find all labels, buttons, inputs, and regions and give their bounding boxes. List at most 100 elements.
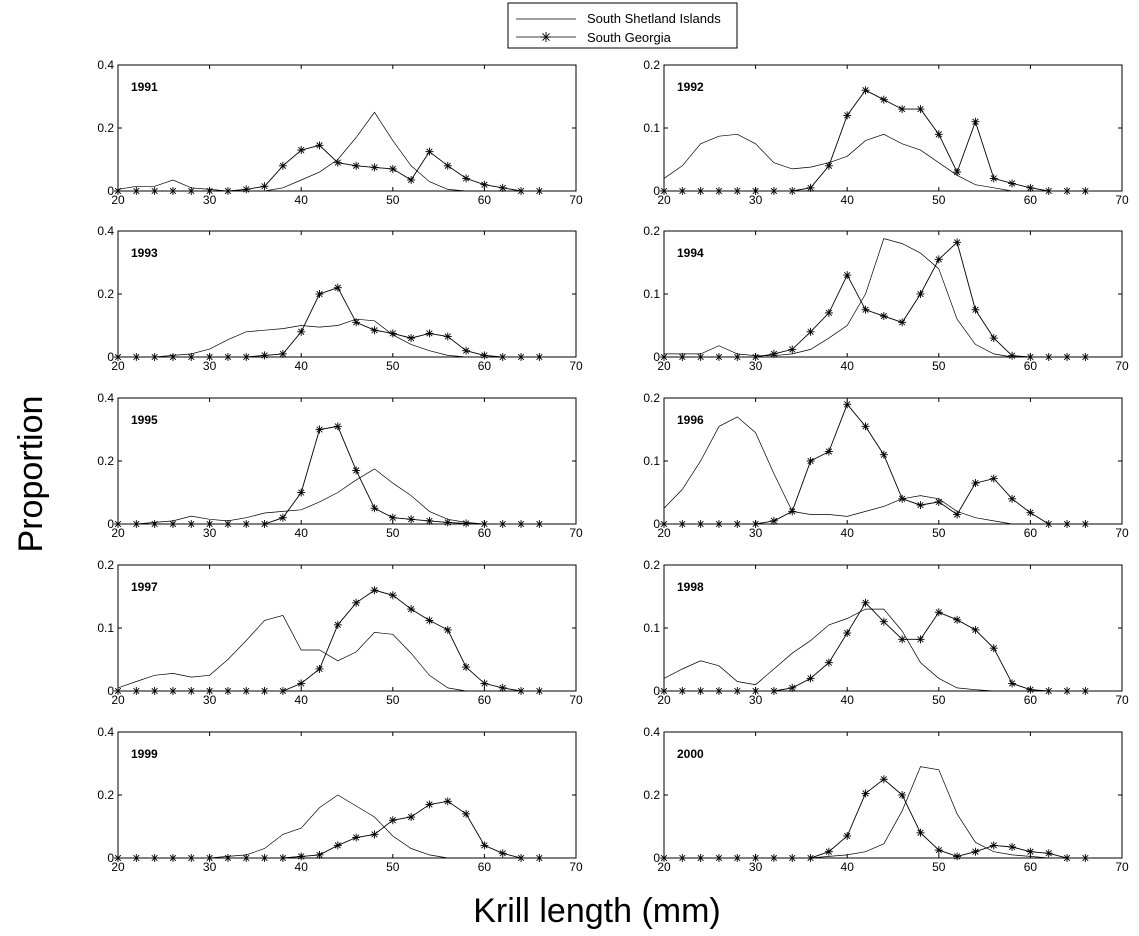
x-tick-label: 70 [569,359,583,373]
data-point [1026,508,1035,517]
panel-year-label: 1995 [131,413,158,427]
y-tick-label: 0.2 [97,454,114,468]
data-point [1008,179,1017,188]
data-point [333,422,342,431]
x-tick-label: 70 [1115,526,1129,540]
data-point [660,353,668,361]
data-point [480,520,489,528]
data-point [934,255,943,264]
series-south-shetland [118,794,448,859]
x-tick-label: 30 [749,359,763,373]
axes-frame [663,731,1123,859]
data-point [788,187,797,195]
data-point [480,679,489,688]
x-tick-label: 60 [478,193,492,207]
data-point [660,187,668,195]
data-point [1008,494,1017,503]
data-point [953,238,962,247]
data-point [407,334,416,343]
data-point [696,187,705,195]
x-tick-label: 20 [111,359,125,373]
series-line [664,778,1086,859]
data-point [168,187,177,195]
data-point [733,187,742,195]
data-point [260,854,269,862]
data-point [242,854,251,862]
data-point [443,625,452,634]
panel-1999: 20 30 40 50 60 70 0 0.2 0.4 1999 [97,725,583,874]
data-point [297,852,306,861]
data-point [480,351,489,360]
y-tick-label: 0.4 [97,224,114,238]
data-point [989,334,998,343]
data-point [1026,183,1035,192]
x-tick-label: 60 [478,860,492,874]
data-point [824,447,833,456]
y-tick-label: 0 [653,184,660,198]
data-point [535,520,544,528]
data-point [1081,520,1090,528]
y-tick-label: 0.1 [643,621,660,635]
x-tick-label: 20 [657,693,671,707]
y-tick-label: 0 [107,684,114,698]
data-point [751,520,760,528]
data-point [132,187,141,195]
data-point [498,520,507,528]
data-point [352,466,361,475]
axes-frame [117,230,577,358]
data-point [733,353,742,361]
x-tick-label: 30 [749,693,763,707]
series-south-shetland [117,111,467,192]
x-tick-label: 60 [1024,526,1038,540]
data-point [1081,187,1090,195]
x-tick-label: 40 [295,526,309,540]
x-tick-label: 20 [657,526,671,540]
data-point [1044,187,1053,195]
panel-2000: 20 30 40 50 60 70 0 0.2 0.4 2000 [643,725,1129,874]
data-point [370,326,379,335]
series-line [118,589,540,692]
data-point [407,515,416,524]
data-point [989,474,998,483]
axes-frame [663,64,1123,192]
x-tick-label: 30 [203,860,217,874]
panel-year-label: 1999 [131,747,158,761]
data-point [462,663,471,672]
data-point [443,797,452,806]
y-tick-label: 0 [653,517,660,531]
panel-1995: 20 30 40 50 60 70 0 0.2 0.4 1995 [97,391,583,540]
x-tick-label: 40 [295,359,309,373]
figure-ylabel: Proportion [12,396,50,553]
data-point [953,168,962,177]
data-point [407,813,416,822]
data-point [443,161,452,170]
data-point [660,687,668,695]
series-line [118,287,540,358]
series-south-shetland [663,416,1031,525]
data-point [205,187,214,195]
series-line [117,614,485,692]
data-point [407,175,416,184]
series-line [117,111,467,192]
x-tick-label: 60 [1024,193,1038,207]
data-point [517,353,526,361]
x-tick-label: 70 [1115,693,1129,707]
data-point [751,187,760,195]
data-point [678,353,687,361]
data-point [425,329,434,338]
x-tick-label: 20 [657,359,671,373]
y-tick-label: 0.4 [97,58,114,72]
data-point [187,854,196,862]
y-tick-label: 0.2 [97,121,114,135]
x-tick-label: 50 [386,193,400,207]
series-south-georgia [660,238,1090,361]
data-point [315,290,324,298]
data-point [425,147,434,156]
axes-frame [117,731,577,859]
series-south-shetland [118,318,467,358]
data-point [916,105,925,114]
x-tick-label: 40 [841,193,855,207]
data-point [788,854,797,862]
x-tick-label: 30 [749,860,763,874]
data-point [678,687,687,695]
